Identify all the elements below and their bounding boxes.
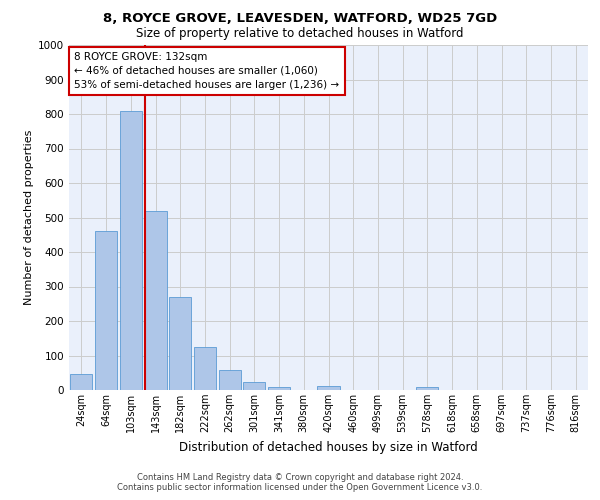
- Bar: [317, 386, 340, 390]
- Text: 8 ROYCE GROVE: 132sqm
← 46% of detached houses are smaller (1,060)
53% of semi-d: 8 ROYCE GROVE: 132sqm ← 46% of detached …: [74, 52, 340, 90]
- Bar: [119, 110, 142, 390]
- Bar: [268, 386, 290, 390]
- X-axis label: Distribution of detached houses by size in Watford: Distribution of detached houses by size …: [179, 440, 478, 454]
- Text: Size of property relative to detached houses in Watford: Size of property relative to detached ho…: [136, 28, 464, 40]
- Text: Contains HM Land Registry data © Crown copyright and database right 2024.
Contai: Contains HM Land Registry data © Crown c…: [118, 473, 482, 492]
- Text: 8, ROYCE GROVE, LEAVESDEN, WATFORD, WD25 7GD: 8, ROYCE GROVE, LEAVESDEN, WATFORD, WD25…: [103, 12, 497, 26]
- Bar: [218, 370, 241, 390]
- Bar: [243, 382, 265, 390]
- Bar: [194, 347, 216, 390]
- Y-axis label: Number of detached properties: Number of detached properties: [24, 130, 34, 305]
- Bar: [145, 210, 167, 390]
- Bar: [95, 232, 117, 390]
- Bar: [169, 297, 191, 390]
- Bar: [416, 387, 439, 390]
- Bar: [70, 374, 92, 390]
